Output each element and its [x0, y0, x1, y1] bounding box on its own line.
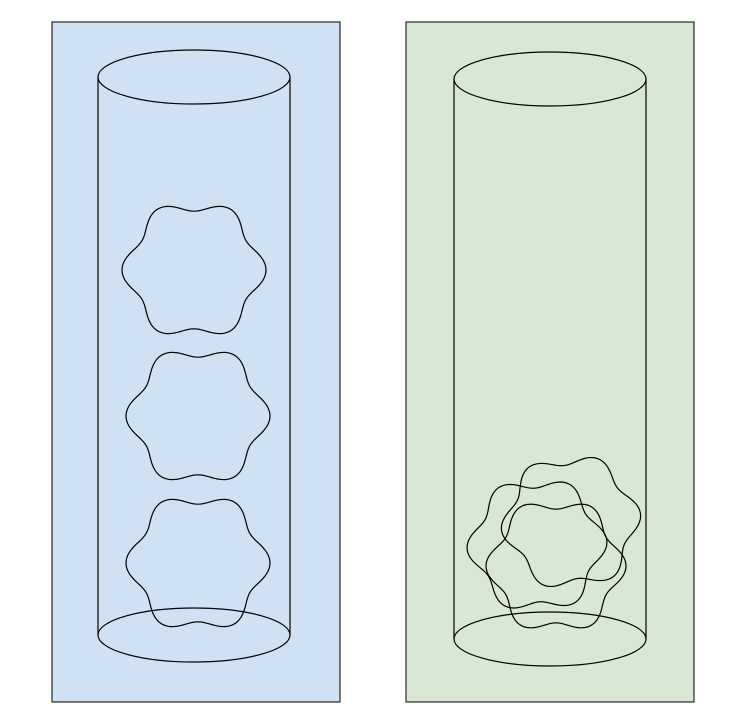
panel-left-background	[51, 21, 341, 703]
cylinder-left	[97, 49, 291, 663]
panel-right	[405, 21, 695, 703]
cylinder-right-bottom-ellipse	[453, 611, 647, 667]
shapes-right	[466, 456, 642, 629]
shape-left-3	[125, 498, 271, 628]
shape-right-1	[466, 481, 608, 609]
cylinder-right	[453, 51, 647, 667]
cylinder-left-bottom-ellipse	[97, 607, 291, 663]
shape-left-1	[121, 205, 267, 335]
shapes-left	[121, 205, 271, 628]
shape-left-2	[125, 351, 271, 481]
panel-right-background	[405, 21, 695, 703]
panel-left	[51, 21, 341, 703]
shape-right-2	[500, 456, 642, 588]
shape-right-3	[485, 503, 627, 629]
